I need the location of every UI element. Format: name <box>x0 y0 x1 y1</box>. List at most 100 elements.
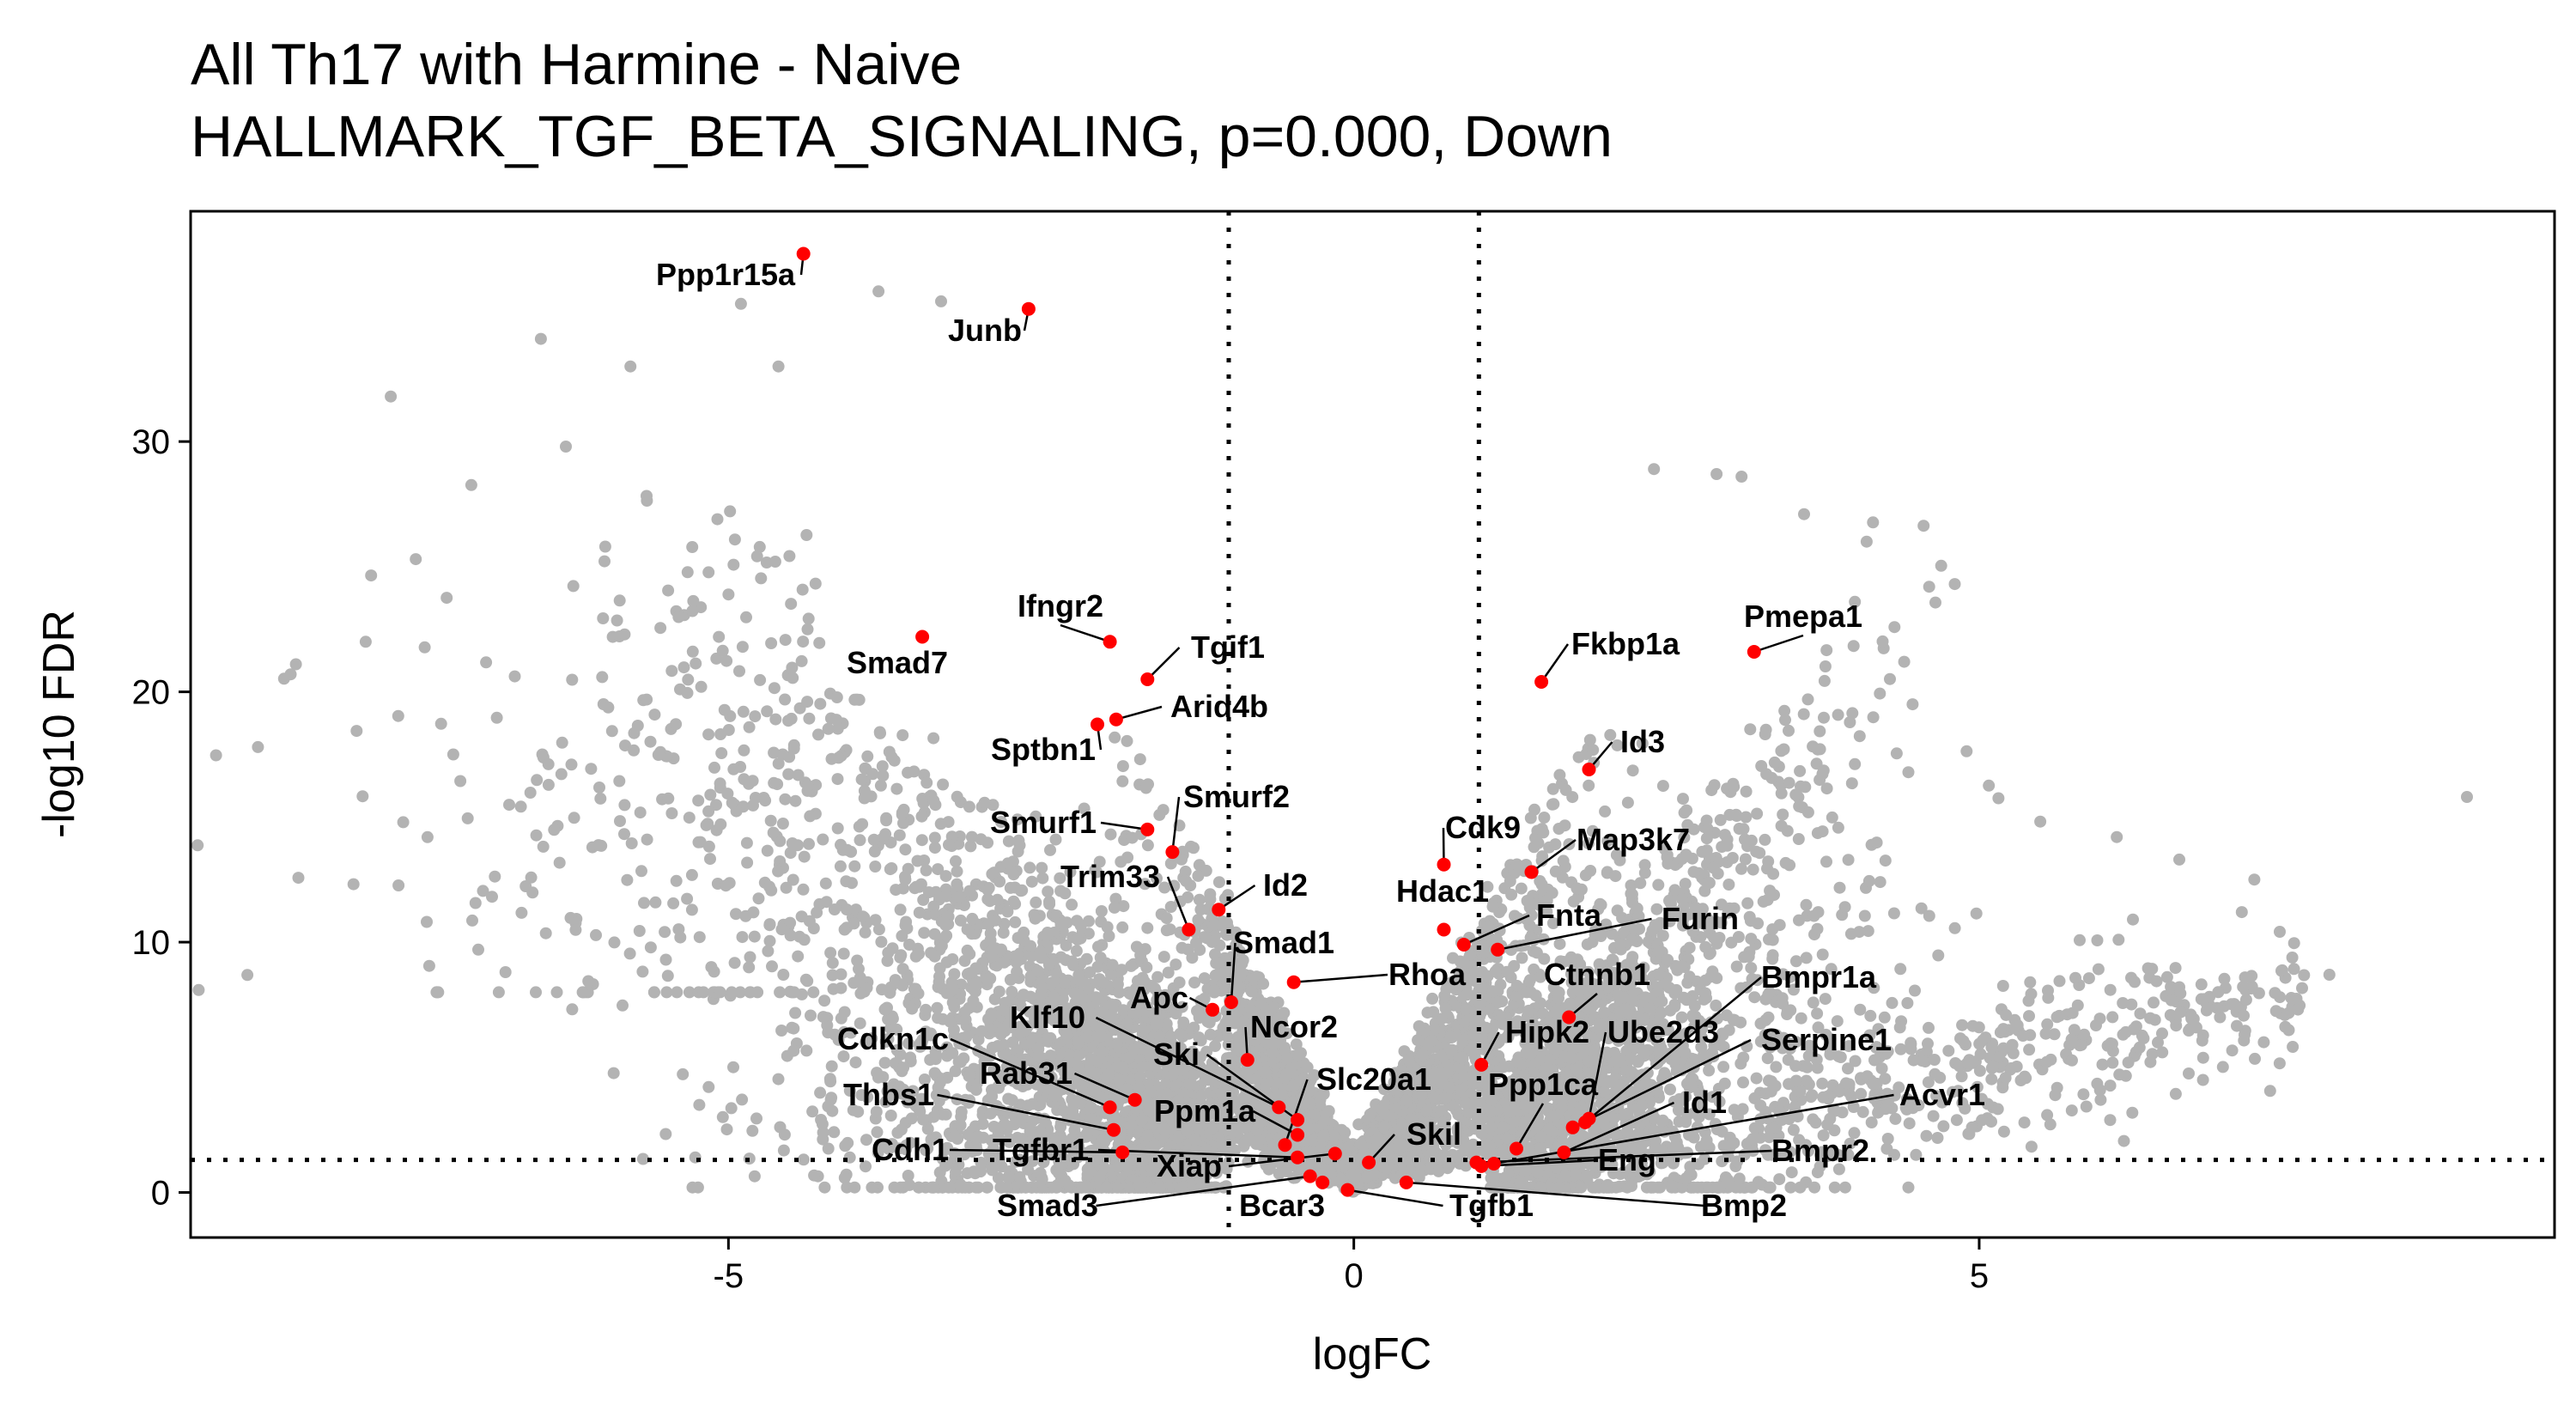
gene-point <box>1116 760 1129 773</box>
gene-point <box>768 682 781 695</box>
gene-point <box>1417 1048 1430 1061</box>
gene-point <box>1306 1134 1319 1146</box>
gene-point <box>826 969 839 982</box>
gene-point <box>725 1102 738 1115</box>
gene-point <box>797 883 810 896</box>
gene-point <box>1030 896 1042 909</box>
gene-point <box>1218 892 1231 905</box>
gene-point <box>1446 1134 1458 1147</box>
gene-point <box>882 946 895 959</box>
gene-point <box>830 691 843 703</box>
gene-point <box>1301 1061 1314 1073</box>
gene-point <box>848 1181 861 1194</box>
gene-point <box>1388 1076 1400 1089</box>
gene-point <box>659 1128 672 1140</box>
gene-point <box>1036 1173 1048 1186</box>
gene-point <box>1117 900 1130 913</box>
gene-point <box>1188 842 1200 854</box>
gene-point <box>1833 881 1846 894</box>
gene-point <box>927 1181 939 1194</box>
gene-point <box>1209 1040 1222 1052</box>
gene-point <box>818 1181 831 1194</box>
gene-point <box>885 862 898 874</box>
gene-point <box>1097 976 1110 989</box>
gene-point <box>1322 1104 1335 1117</box>
gene-point <box>905 1112 918 1125</box>
gene-point <box>814 1086 827 1099</box>
gene-point <box>1524 812 1537 824</box>
gene-point <box>1445 1031 1458 1043</box>
gene-point <box>1586 824 1599 837</box>
gene-point <box>746 1124 759 1137</box>
gene-point <box>1101 921 1114 934</box>
gene-point <box>1180 874 1193 887</box>
gene-point <box>1245 985 1258 998</box>
gene-point <box>986 1090 999 1103</box>
gene-point <box>975 1025 988 1037</box>
gene-point <box>1084 1111 1097 1124</box>
gene-point <box>1117 1004 1130 1017</box>
gene-point <box>832 751 845 764</box>
gene-point <box>724 505 737 518</box>
gene-point <box>787 1044 800 1057</box>
gene-point <box>911 854 924 867</box>
gene-point <box>1546 917 1559 929</box>
gene-point <box>1100 1181 1113 1194</box>
gene-point <box>1026 1114 1039 1127</box>
gene-point <box>981 972 993 985</box>
gene-point <box>1413 1020 1425 1032</box>
gene-point <box>909 950 922 963</box>
gene-point <box>1744 723 1757 736</box>
gene-point <box>800 1044 813 1057</box>
gene-point <box>713 630 726 643</box>
gene-point <box>948 968 961 981</box>
gene-point <box>1427 1070 1440 1082</box>
gene-point <box>748 1170 761 1183</box>
gene-point <box>1492 996 1504 1009</box>
gene-point <box>913 880 926 893</box>
gene-point <box>1535 879 1548 891</box>
gene-point <box>787 1022 800 1035</box>
gene-point <box>876 983 889 996</box>
gene-point <box>1091 866 1103 879</box>
gene-point <box>1188 1133 1201 1146</box>
gene-point <box>686 1181 699 1194</box>
gene-point <box>1445 1044 1458 1057</box>
gene-point <box>1092 940 1104 953</box>
gene-point <box>1777 808 1789 821</box>
gene-point <box>1130 940 1143 953</box>
gene-point <box>1481 880 1494 893</box>
gene-point <box>1177 1016 1190 1029</box>
gene-point <box>938 915 951 928</box>
gene-point <box>1141 1129 1154 1142</box>
gene-point <box>1182 943 1194 956</box>
gene-point <box>818 994 831 1007</box>
gene-point <box>1235 997 1248 1010</box>
gene-point <box>1425 1034 1438 1047</box>
gene-point <box>1231 980 1244 993</box>
gene-point <box>964 1068 976 1081</box>
gene-point <box>1317 1129 1330 1142</box>
gene-point <box>946 981 959 994</box>
gene-point <box>605 725 618 738</box>
gene-point <box>866 768 879 781</box>
gene-point <box>915 810 928 823</box>
gene-point <box>1346 1159 1358 1171</box>
gene-point <box>1876 635 1889 648</box>
gene-point <box>1432 1165 1445 1177</box>
gene-point <box>918 927 931 940</box>
gene-point <box>1096 1046 1109 1059</box>
gene-point <box>967 983 980 995</box>
gene-point <box>815 1114 828 1126</box>
gene-point <box>950 1166 962 1179</box>
gene-point <box>822 1100 835 1113</box>
gene-point <box>1031 964 1044 977</box>
gene-point <box>779 693 792 706</box>
gene-point <box>838 1171 851 1184</box>
gene-point <box>963 800 975 813</box>
gene-point <box>1009 915 1022 928</box>
gene-point <box>906 1002 919 1015</box>
gene-point <box>896 882 909 895</box>
gene-point <box>1466 1043 1479 1055</box>
gene-point <box>1105 998 1118 1011</box>
